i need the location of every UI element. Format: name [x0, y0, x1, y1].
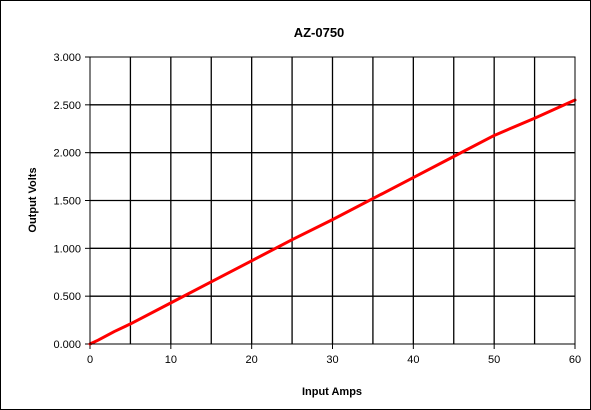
data-point [250, 259, 253, 262]
y-tick-label: 0.000 [53, 339, 81, 351]
data-point [412, 176, 415, 179]
x-tick-label: 20 [246, 354, 258, 366]
y-axis-label: Output Volts [27, 167, 39, 232]
data-point [96, 338, 100, 342]
data-point [113, 330, 116, 333]
chart-title: AZ-0750 [294, 25, 345, 40]
y-tick-label: 3.000 [53, 52, 81, 64]
x-tick-label: 0 [87, 354, 93, 366]
x-tick-label: 40 [407, 354, 419, 366]
data-point [129, 322, 132, 326]
series [88, 98, 577, 346]
data-point [533, 117, 536, 120]
x-axis-label: Input Amps [302, 386, 362, 398]
y-tick-label: 2.500 [53, 100, 81, 112]
data-point [210, 280, 213, 284]
data-point [492, 134, 496, 137]
x-tick-label: 60 [569, 354, 581, 366]
y-tick-label: 1.500 [53, 196, 81, 208]
y-tick-label: 0.500 [53, 291, 81, 303]
data-point [169, 301, 173, 305]
x-tick-label: 10 [165, 354, 177, 366]
plot-area-border [89, 56, 576, 345]
data-point [290, 238, 294, 241]
y-tick-label: 1.000 [53, 243, 81, 255]
x-axis-ticks: 0 10 20 30 40 50 60 [87, 344, 581, 366]
data-point [331, 218, 334, 221]
data-point [371, 197, 375, 200]
data-point [452, 155, 455, 158]
grid [90, 57, 575, 344]
y-tick-label: 2.000 [53, 148, 81, 160]
x-tick-label: 30 [326, 354, 338, 366]
y-axis-ticks: 0.000 0.500 1.000 1.500 2.000 2.500 3.000 [53, 52, 90, 351]
x-tick-label: 50 [488, 354, 500, 366]
